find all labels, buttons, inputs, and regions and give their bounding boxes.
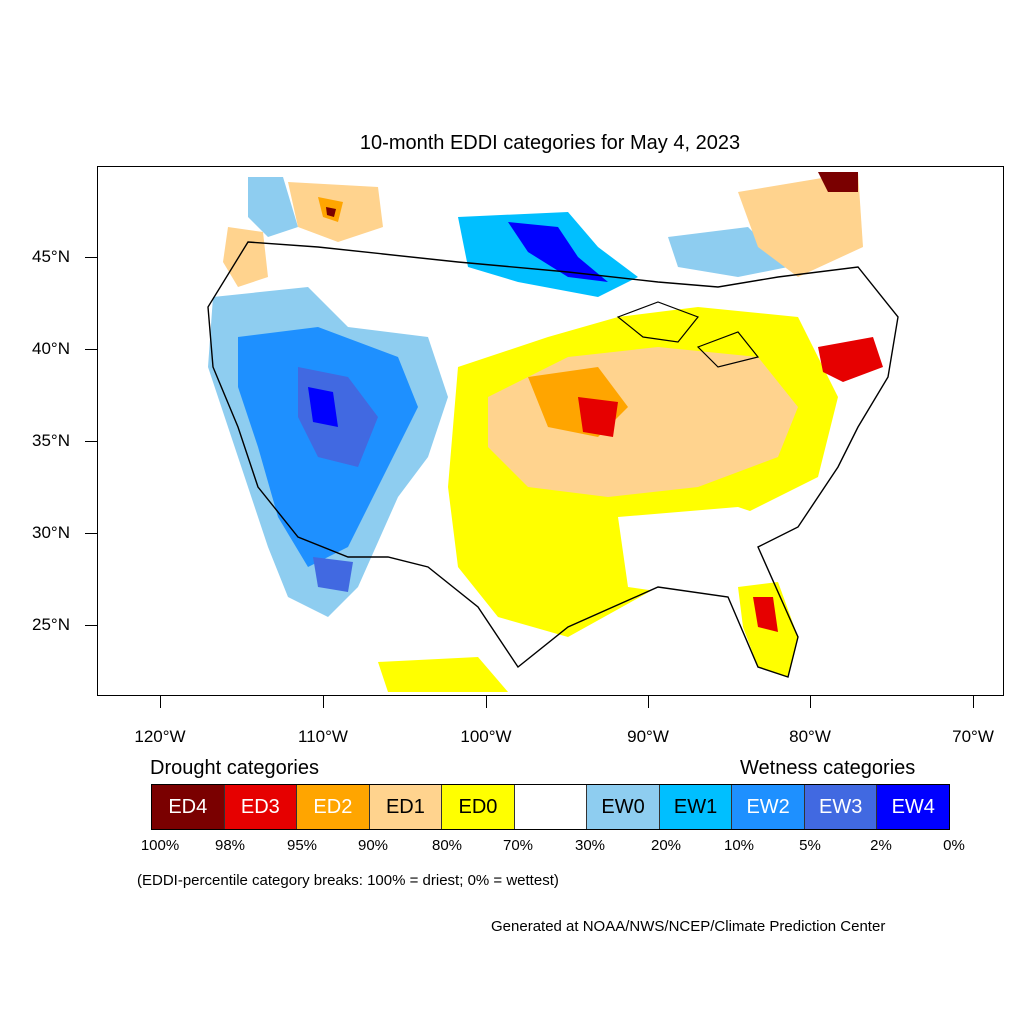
lat-tick: [85, 533, 97, 534]
legend-cell-ed3: ED3: [224, 785, 298, 829]
percentile-label: 90%: [357, 837, 389, 854]
legend-label: EW3: [819, 795, 863, 818]
percentile-label: 2%: [870, 837, 892, 854]
percentile-label: 30%: [574, 837, 606, 854]
lon-label: 100°W: [460, 727, 512, 746]
legend-label: ED3: [240, 795, 280, 818]
percentile-label: 70%: [502, 837, 534, 854]
lon-label: 110°W: [298, 727, 348, 746]
legend-label: EW1: [673, 795, 718, 818]
legend-cell-ew3: EW3: [804, 785, 878, 829]
legend-cell-ew4: EW4: [877, 785, 950, 829]
legend-cell-ed0: ED0: [442, 785, 515, 829]
legend-label: EW4: [891, 795, 935, 818]
legend-cell-ed1: ED1: [369, 785, 443, 829]
percentile-label: 10%: [723, 837, 755, 854]
legend-label: EW0: [601, 795, 645, 818]
lon-tick: [648, 696, 649, 708]
lat-tick: [85, 349, 97, 350]
lon-label: 120°W: [134, 727, 186, 746]
lon-tick: [810, 696, 811, 708]
legend-cell-ew0: EW0: [587, 785, 660, 829]
lat-label: 25°N: [32, 615, 70, 634]
lon-label: 70°W: [952, 727, 994, 746]
legend-bar: ED4 ED3 ED2 ED1 ED0 EW0 EW1 EW2 EW3 EW4: [151, 784, 950, 830]
legend-label: ED0: [458, 795, 498, 818]
lat-label: 35°N: [32, 431, 70, 450]
legend-label: EW2: [746, 795, 790, 818]
legend-cell-ew1: EW1: [659, 785, 733, 829]
lat-label: 30°N: [32, 523, 70, 542]
legend-cell-neutral: [514, 785, 588, 829]
credit-line: Generated at NOAA/NWS/NCEP/Climate Predi…: [491, 918, 886, 935]
legend-label: ED4: [168, 795, 208, 818]
legend-cell-ew2: EW2: [732, 785, 805, 829]
category-breaks-note: (EDDI-percentile category breaks: 100% =…: [137, 872, 559, 889]
legend-cell-ed2: ED2: [297, 785, 370, 829]
percentile-label: 5%: [799, 837, 821, 854]
lon-label: 90°W: [627, 727, 669, 746]
legend-label: ED2: [313, 795, 353, 818]
lon-label: 80°W: [789, 727, 831, 746]
drought-heading: Drought categories: [150, 757, 319, 779]
lat-label: 40°N: [32, 339, 70, 358]
percentile-label: 95%: [286, 837, 318, 854]
lon-tick: [323, 696, 324, 708]
percentile-label: 100%: [140, 837, 180, 854]
lon-tick: [973, 696, 974, 708]
lat-label: 45°N: [32, 247, 70, 266]
lon-tick: [486, 696, 487, 708]
map-plot-area: [97, 166, 1004, 696]
lat-tick: [85, 257, 97, 258]
lat-tick: [85, 625, 97, 626]
lon-tick: [160, 696, 161, 708]
percentile-label: 80%: [431, 837, 463, 854]
legend-cell-ed4: ED4: [152, 785, 225, 829]
map-title: 10-month EDDI categories for May 4, 2023: [359, 132, 741, 154]
percentile-label: 20%: [650, 837, 682, 854]
percentile-label: 0%: [943, 837, 965, 854]
eddi-map: [207, 172, 899, 692]
lat-tick: [85, 441, 97, 442]
wetness-heading: Wetness categories: [740, 757, 916, 779]
legend-label: ED1: [385, 795, 425, 818]
percentile-label: 98%: [214, 837, 246, 854]
